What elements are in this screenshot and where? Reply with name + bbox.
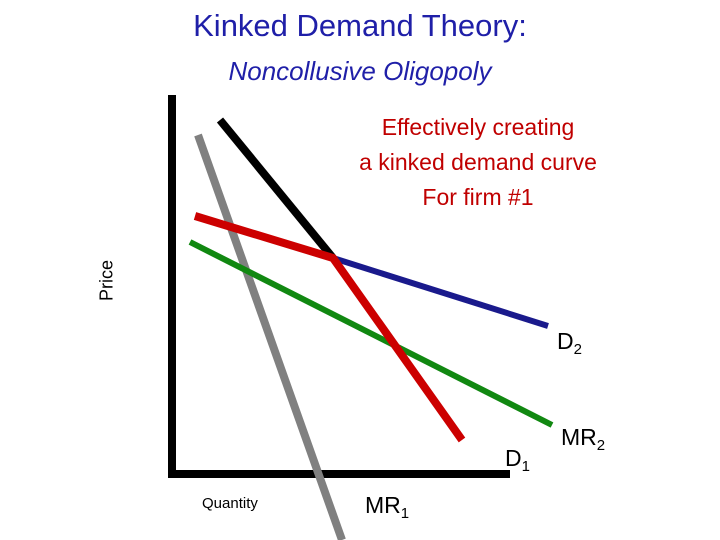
mr2-line [188,239,554,428]
mr2-label: MR2 [561,424,605,454]
mr1-label-sub: 1 [400,505,410,522]
kinked-demand-line [193,212,466,443]
d2-label-sub: 2 [573,341,582,358]
d1-label: D1 [505,445,530,475]
d2-label-main: D [557,328,574,354]
x-axis-label: Quantity [202,495,258,512]
mr1-label: MR1 [365,492,409,522]
black-demand-line [216,117,337,261]
note-line-3: For firm #1 [422,184,534,210]
d1-label-sub: 1 [521,458,530,475]
mr2-label-sub: 2 [596,437,606,454]
d1-label-main: D [505,445,522,471]
mr2-label-main: MR [561,424,597,450]
y-axis-label: Price [96,260,117,302]
note-line-2: a kinked demand curve [359,149,597,175]
page-subtitle: Noncollusive Oligopoly [228,56,492,86]
kinked-curve-note: Effectively creating a kinked demand cur… [318,110,638,215]
mr1-label-main: MR [365,492,401,518]
page-title: Kinked Demand Theory: [193,8,527,43]
d2-label: D2 [557,328,582,358]
d2-line [332,255,549,329]
note-line-1: Effectively creating [381,114,575,140]
mr1-line [194,133,346,540]
